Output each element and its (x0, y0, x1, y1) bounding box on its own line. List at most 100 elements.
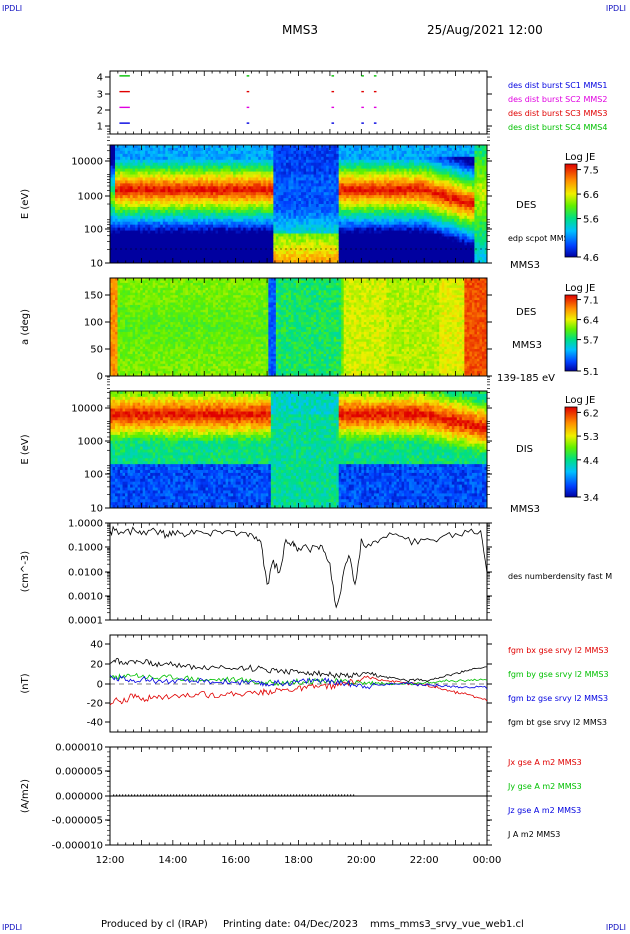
spectrogram-cell (368, 204, 372, 208)
spectrogram-cell (406, 201, 410, 205)
spectrogram-cell (278, 233, 282, 238)
spectrogram-cell (371, 180, 375, 184)
spectrogram-cell (399, 177, 403, 181)
spectrogram-cell (368, 186, 372, 190)
spectrogram-cell (177, 233, 181, 238)
spectrogram-cell (295, 183, 300, 187)
spectrogram-cell (120, 192, 124, 196)
spectrogram-cell (298, 212, 302, 217)
spectrogram-cell (180, 145, 184, 149)
spectrogram-cell (192, 212, 197, 217)
corner-mark-bottom-right: IPDLI (605, 923, 626, 932)
spectrogram-cell (376, 209, 380, 214)
spectrogram-cell (258, 233, 262, 238)
spectrogram-cell (411, 218, 415, 223)
spectrogram-cell (381, 180, 385, 184)
spectrogram-cell (285, 192, 290, 196)
spectrogram-cell (290, 236, 295, 240)
spectrogram-cell (228, 230, 232, 235)
spectrogram-cell (290, 227, 295, 232)
spectrogram-cell (351, 159, 355, 164)
spectrogram-cell (190, 206, 194, 211)
spectrogram-cell (157, 183, 161, 187)
spectrogram-cell (376, 174, 380, 179)
spectrogram-cell (230, 189, 234, 193)
spectrogram-cell (361, 192, 365, 196)
spectrogram-cell (117, 215, 121, 220)
spectrogram-cell (210, 147, 214, 152)
spectrogram-cell (378, 233, 383, 238)
spectrogram-cell (409, 156, 413, 161)
spectrogram-cell (326, 186, 330, 190)
spectrogram-cell (200, 260, 204, 263)
spectrogram-cell (135, 177, 139, 181)
spectrogram-cell (185, 204, 189, 208)
spectrogram-cell (240, 150, 244, 155)
spectrogram-cell (343, 171, 347, 176)
spectrogram-cell (356, 233, 360, 238)
spectrogram-cell (298, 239, 302, 243)
spectrogram-cell (308, 260, 312, 263)
spectrogram-cell (376, 153, 380, 158)
spectrogram-cell (301, 248, 305, 252)
spectrogram-cell (368, 248, 372, 252)
spectrogram-cell (223, 195, 227, 199)
spectrogram-cell (328, 189, 332, 193)
spectrogram-cell (328, 180, 332, 184)
spectrogram-cell (366, 195, 370, 199)
spectrogram-cell (115, 198, 119, 202)
spectrogram-cell (253, 159, 257, 164)
spectrogram-cell (215, 204, 219, 208)
spectrogram-cell (213, 204, 217, 208)
spectrogram-cell (150, 260, 154, 263)
spectrogram-cell (268, 251, 272, 255)
spectrogram-cell (110, 224, 114, 229)
spectrogram-cell (210, 171, 214, 176)
spectrogram-cell (331, 245, 335, 249)
spectrogram-cell (195, 168, 199, 173)
spectrogram-cell (190, 215, 194, 220)
spectrogram-cell (115, 156, 119, 161)
spectrogram-cell (200, 230, 204, 235)
spectrogram-cell (285, 230, 290, 235)
spectrogram-cell (301, 195, 305, 199)
spectrogram-cell (250, 195, 254, 199)
spectrogram-cell (167, 239, 171, 243)
spectrogram-cell (346, 251, 350, 255)
spectrogram-cell (290, 212, 295, 217)
spectrogram-cell (288, 168, 292, 173)
spectrogram-cell (130, 174, 134, 179)
spectrogram-cell (399, 147, 403, 152)
spectrogram-cell (125, 233, 129, 238)
spectrogram-cell (321, 245, 325, 249)
spectrogram-cell (316, 186, 320, 190)
spectrogram-cell (311, 201, 315, 205)
y-tick-label: 4 (97, 73, 103, 84)
spectrogram-cell (290, 206, 295, 211)
spectrogram-cell (127, 192, 131, 196)
spectrogram-cell (308, 177, 312, 181)
spectrogram-cell (120, 189, 124, 193)
spectrogram-cell (381, 236, 385, 240)
spectrogram-cell (394, 165, 398, 170)
spectrogram-cell (195, 201, 199, 205)
spectrogram-cell (110, 153, 114, 158)
spectrogram-cell (280, 236, 285, 240)
spectrogram-cell (306, 204, 310, 208)
spectrogram-cell (215, 145, 219, 149)
spectrogram-cell (303, 209, 307, 214)
spectrogram-cell (117, 159, 121, 164)
spectrogram-cell (265, 254, 269, 258)
spectrogram-cell (192, 257, 197, 261)
spectrogram-cell (122, 156, 126, 161)
spectrogram-cell (343, 212, 347, 217)
spectrogram-cell (235, 239, 239, 243)
spectrogram-cell (197, 242, 202, 246)
spectrogram-cell (263, 174, 267, 179)
spectrogram-cell (172, 245, 176, 249)
spectrogram-cell (202, 192, 207, 196)
spectrogram-cell (122, 174, 126, 179)
spectrogram-cell (348, 245, 352, 249)
spectrogram-cell (208, 183, 212, 187)
spectrogram-cell (295, 242, 300, 246)
